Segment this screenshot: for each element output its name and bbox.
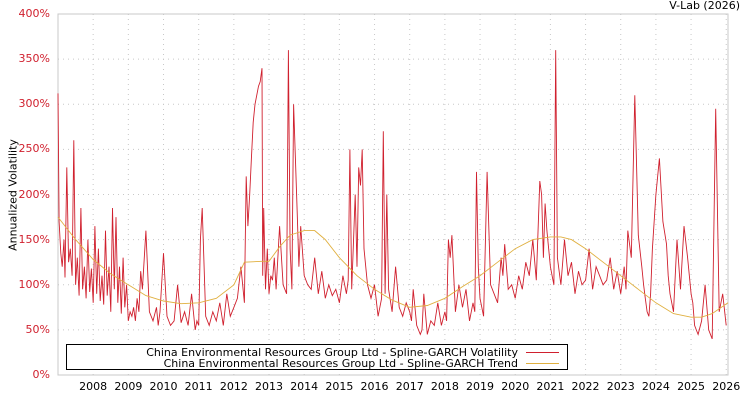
y-tick-label: 300% bbox=[18, 97, 50, 111]
y-tick-label: 250% bbox=[18, 142, 50, 156]
legend-swatch-trend bbox=[526, 362, 559, 364]
y-tick-label: 50% bbox=[25, 322, 50, 336]
x-tick-label: 2024 bbox=[641, 380, 670, 393]
credit-label: V-Lab (2026) bbox=[669, 0, 740, 12]
x-tick-label: 2019 bbox=[466, 380, 495, 393]
x-tick-label: 2026 bbox=[712, 380, 741, 393]
y-tick-label: 100% bbox=[18, 277, 50, 291]
x-tick-label: 2013 bbox=[255, 380, 284, 393]
volatility-line bbox=[57, 50, 727, 340]
legend-swatch-volatility bbox=[526, 351, 559, 353]
x-tick-label: 2022 bbox=[571, 380, 600, 393]
x-tick-label: 2015 bbox=[325, 380, 354, 393]
legend-label-volatility: China Environmental Resources Group Ltd … bbox=[146, 345, 518, 359]
legend-label-trend: China Environmental Resources Group Ltd … bbox=[163, 356, 518, 370]
x-tick-label: 2010 bbox=[149, 380, 178, 393]
gridlines bbox=[58, 14, 728, 375]
plot-frame bbox=[57, 13, 729, 376]
x-tick-label: 2012 bbox=[219, 380, 248, 393]
legend-item-trend: China Environmental Resources Group Ltd … bbox=[163, 356, 559, 370]
x-tick-label: 2011 bbox=[184, 380, 213, 393]
x-tick-label: 2021 bbox=[536, 380, 565, 393]
x-tick-label: 2023 bbox=[606, 380, 635, 393]
x-tick-label: 2020 bbox=[501, 380, 530, 393]
y-tick-label: 400% bbox=[18, 7, 50, 20]
x-tick-label: 2016 bbox=[360, 380, 389, 393]
x-tick-label: 2008 bbox=[79, 380, 108, 393]
x-tick-label: 2009 bbox=[114, 380, 143, 393]
x-tick-label: 2014 bbox=[290, 380, 319, 393]
legend: China Environmental Resources Group Ltd … bbox=[66, 344, 568, 370]
x-tick-label: 2018 bbox=[430, 380, 459, 393]
y-tick-label: 200% bbox=[18, 187, 50, 201]
x-tick-label: 2025 bbox=[677, 380, 706, 393]
y-tick-label: 150% bbox=[18, 232, 50, 246]
y-tick-label: 350% bbox=[18, 52, 50, 66]
x-tick-label: 2017 bbox=[395, 380, 424, 393]
trend-line bbox=[57, 216, 729, 318]
legend-item-volatility: China Environmental Resources Group Ltd … bbox=[146, 345, 559, 359]
y-tick-label: 0% bbox=[32, 368, 50, 381]
